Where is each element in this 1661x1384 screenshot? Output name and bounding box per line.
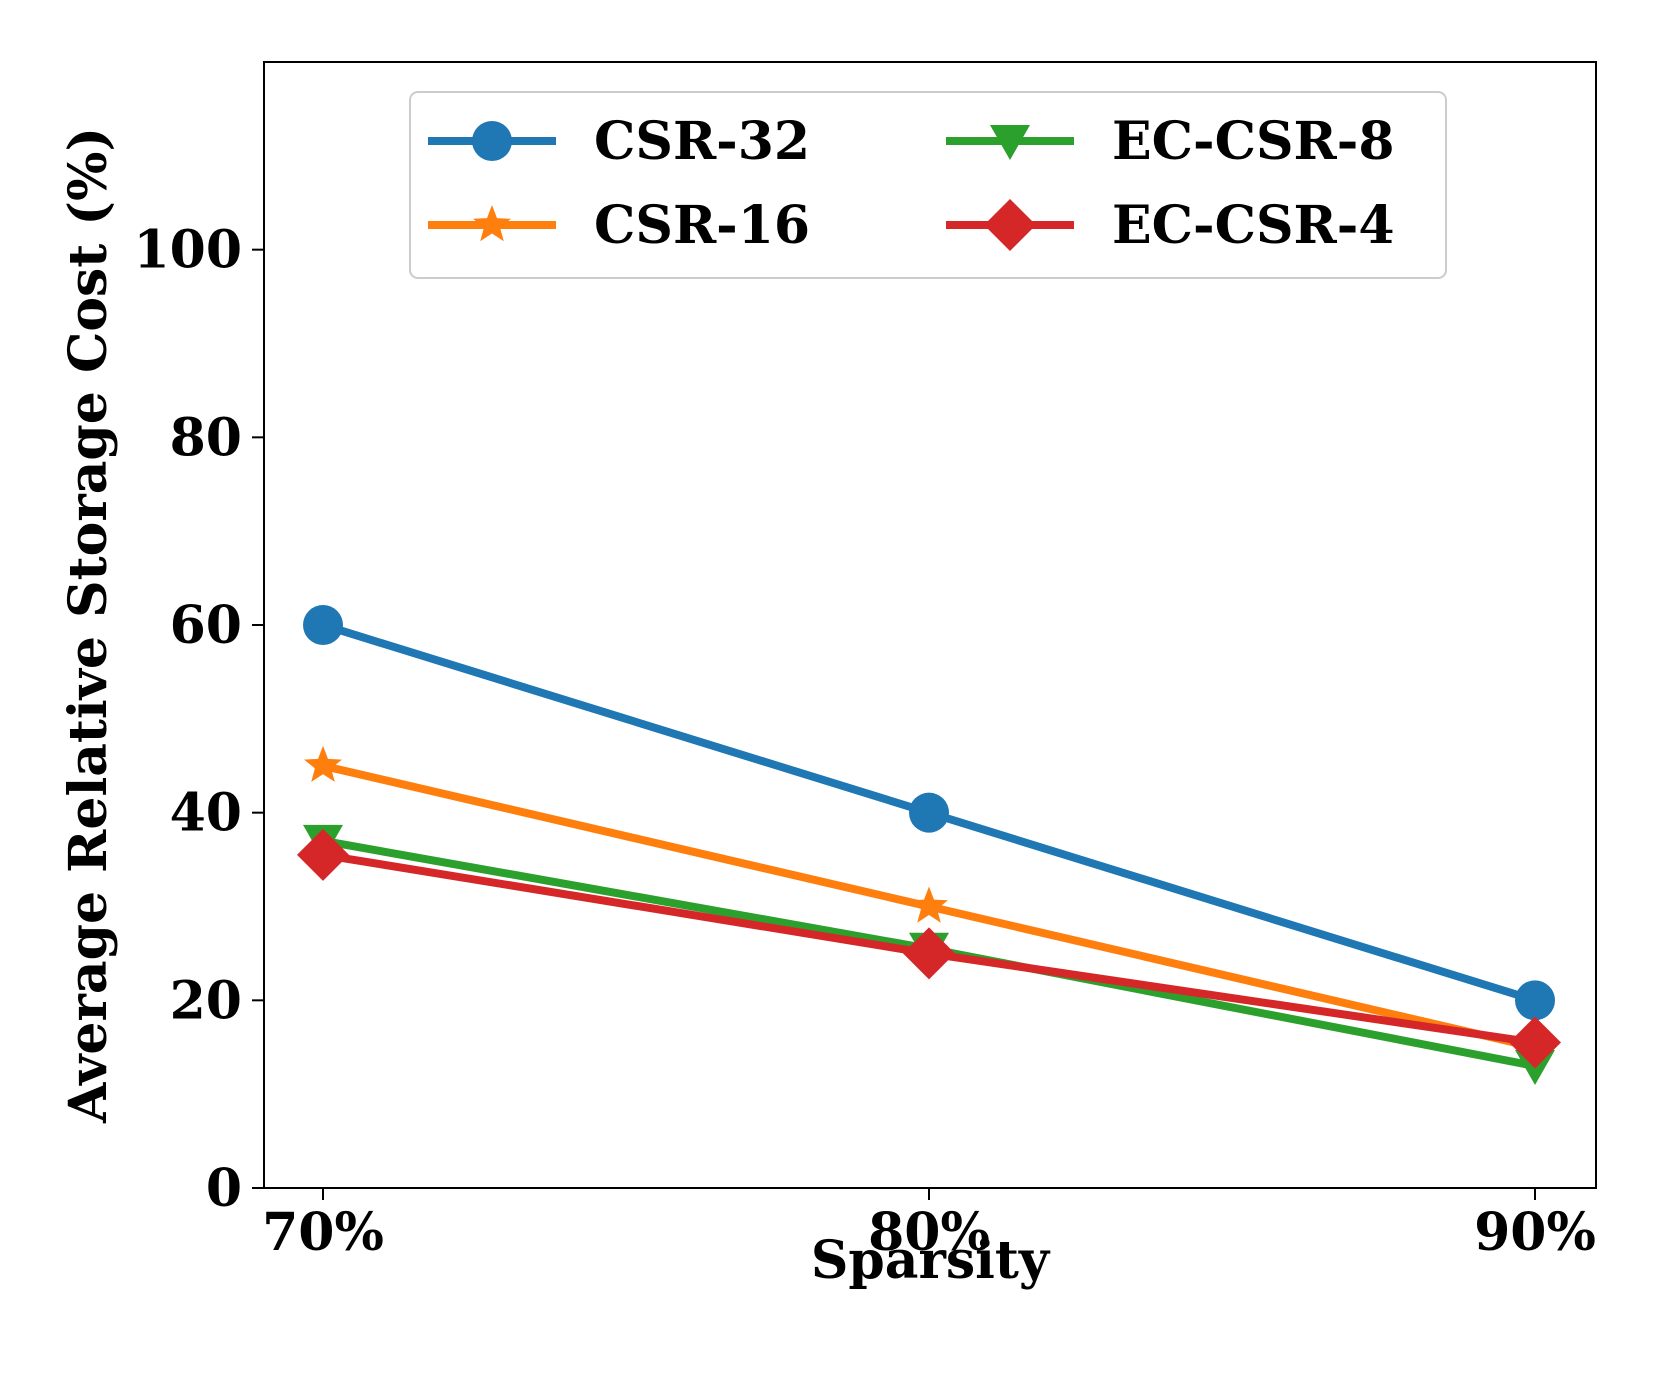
series-markers <box>297 605 1561 1086</box>
x-tick-label: 90% <box>1474 1202 1596 1263</box>
data-point-csr-32-80pct <box>909 792 949 833</box>
y-axis-title: Average Relative Storage Cost (%) <box>58 127 119 1124</box>
legend-label: CSR-32 <box>594 111 810 172</box>
legend-box <box>409 91 1447 279</box>
data-point-csr-32-70pct <box>303 605 343 645</box>
legend-label: CSR-16 <box>594 195 810 256</box>
x-axis-title: Sparsity <box>811 1230 1051 1291</box>
legend-marker-circle <box>472 121 512 161</box>
x-tick-label: 80% <box>868 1202 990 1263</box>
legend-marker-star <box>473 205 511 242</box>
x-axis-ticks: 70% 80% 90% <box>262 1188 1596 1263</box>
data-point-ec-csr-4-80pct <box>903 927 955 980</box>
legend-label: EC-CSR-8 <box>1112 111 1395 172</box>
y-tick-label: 40 <box>170 783 242 844</box>
y-tick-label: 100 <box>133 220 242 281</box>
data-point-csr-16-70pct <box>304 745 342 782</box>
data-point-ec-csr-4-90pct <box>1509 1016 1561 1069</box>
data-point-csr-32-90pct <box>1515 980 1555 1021</box>
legend-label: EC-CSR-4 <box>1112 195 1395 256</box>
legend-item-csr-32: CSR-32 <box>428 111 810 172</box>
data-point-ec-csr-4-70pct <box>297 828 349 881</box>
legend-marker-triangle-down <box>990 125 1030 160</box>
y-tick-label: 60 <box>170 595 242 656</box>
y-tick-label: 20 <box>170 970 242 1031</box>
data-point-csr-16-80pct <box>910 886 948 923</box>
x-tick-label: 70% <box>262 1202 384 1263</box>
y-tick-label: 80 <box>170 407 242 468</box>
y-axis-ticks: 0 20 40 60 80 100 <box>133 220 264 1219</box>
legend-marker-diamond <box>984 199 1036 251</box>
legend-item-ec-csr-4: EC-CSR-4 <box>946 195 1395 256</box>
y-tick-label: 0 <box>206 1158 242 1219</box>
legend-item-csr-16: CSR-16 <box>428 195 810 256</box>
legend: CSR-32 CSR-16 EC-CSR-8 EC-CSR-4 <box>409 91 1447 279</box>
legend-item-ec-csr-8: EC-CSR-8 <box>946 111 1395 172</box>
